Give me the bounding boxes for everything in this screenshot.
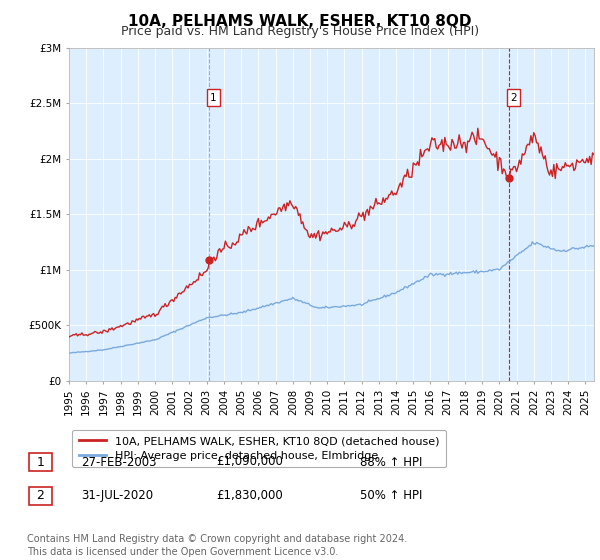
Text: 1: 1	[37, 455, 44, 469]
Text: £1,830,000: £1,830,000	[216, 489, 283, 502]
FancyBboxPatch shape	[29, 487, 52, 505]
Text: 2: 2	[37, 489, 44, 502]
Text: 27-FEB-2003: 27-FEB-2003	[81, 455, 157, 469]
Text: 50% ↑ HPI: 50% ↑ HPI	[360, 489, 422, 502]
FancyBboxPatch shape	[29, 453, 52, 471]
Text: 10A, PELHAMS WALK, ESHER, KT10 8QD: 10A, PELHAMS WALK, ESHER, KT10 8QD	[128, 14, 472, 29]
Text: 1: 1	[210, 92, 217, 102]
Text: 88% ↑ HPI: 88% ↑ HPI	[360, 455, 422, 469]
Text: £1,090,000: £1,090,000	[216, 455, 283, 469]
Text: 2: 2	[511, 92, 517, 102]
Text: 31-JUL-2020: 31-JUL-2020	[81, 489, 153, 502]
Legend: 10A, PELHAMS WALK, ESHER, KT10 8QD (detached house), HPI: Average price, detache: 10A, PELHAMS WALK, ESHER, KT10 8QD (deta…	[72, 430, 446, 468]
Text: Contains HM Land Registry data © Crown copyright and database right 2024.
This d: Contains HM Land Registry data © Crown c…	[27, 534, 407, 557]
Text: Price paid vs. HM Land Registry's House Price Index (HPI): Price paid vs. HM Land Registry's House …	[121, 25, 479, 38]
